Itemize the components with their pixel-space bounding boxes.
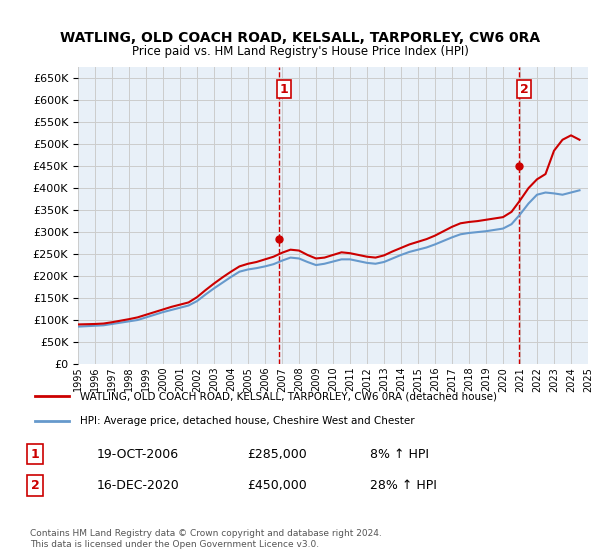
- Text: WATLING, OLD COACH ROAD, KELSALL, TARPORLEY, CW6 0RA (detached house): WATLING, OLD COACH ROAD, KELSALL, TARPOR…: [80, 391, 497, 402]
- Text: HPI: Average price, detached house, Cheshire West and Chester: HPI: Average price, detached house, Ches…: [80, 416, 415, 426]
- Text: 28% ↑ HPI: 28% ↑ HPI: [370, 479, 437, 492]
- Text: Price paid vs. HM Land Registry's House Price Index (HPI): Price paid vs. HM Land Registry's House …: [131, 45, 469, 58]
- Text: 2: 2: [520, 83, 529, 96]
- Text: £285,000: £285,000: [247, 447, 307, 460]
- Text: £450,000: £450,000: [247, 479, 307, 492]
- Text: 16-DEC-2020: 16-DEC-2020: [97, 479, 179, 492]
- Text: 1: 1: [31, 447, 40, 460]
- Text: WATLING, OLD COACH ROAD, KELSALL, TARPORLEY, CW6 0RA: WATLING, OLD COACH ROAD, KELSALL, TARPOR…: [60, 31, 540, 45]
- Text: 2: 2: [31, 479, 40, 492]
- Text: Contains HM Land Registry data © Crown copyright and database right 2024.
This d: Contains HM Land Registry data © Crown c…: [30, 529, 382, 549]
- Text: 19-OCT-2006: 19-OCT-2006: [97, 447, 179, 460]
- Text: 8% ↑ HPI: 8% ↑ HPI: [370, 447, 429, 460]
- Text: 1: 1: [280, 83, 288, 96]
